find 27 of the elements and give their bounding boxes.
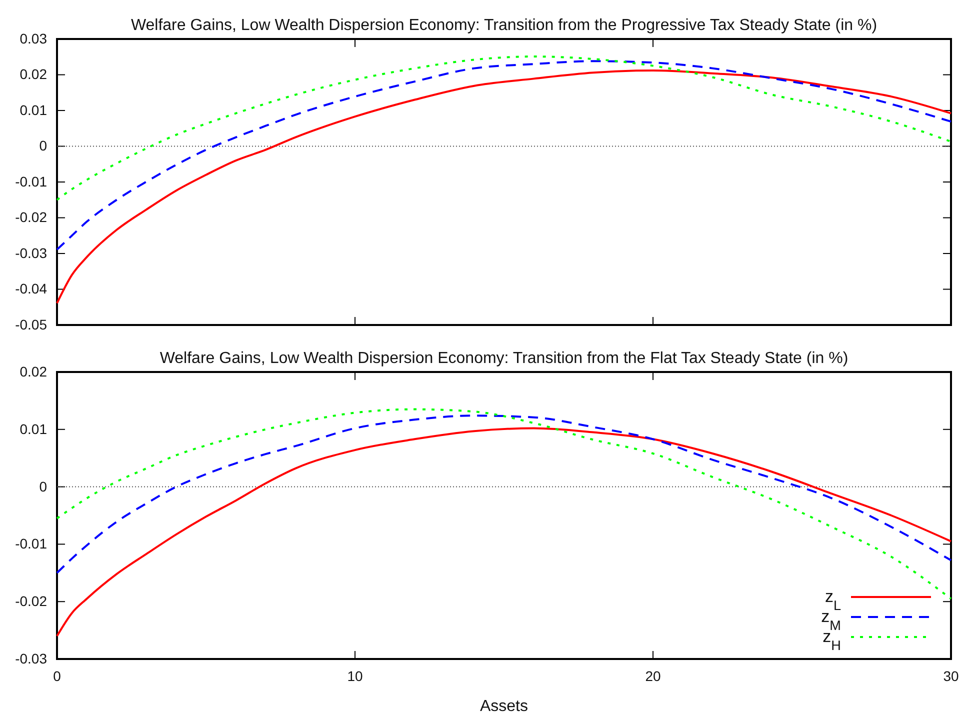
y-tick-label: -0.03 (15, 650, 48, 666)
y-tick-label: -0.04 (15, 280, 48, 297)
y-tick-label: -0.05 (15, 316, 48, 332)
x-tick-label: 0 (53, 668, 62, 684)
y-tick-label: -0.03 (15, 244, 48, 261)
y-tick-label: 0.01 (20, 102, 48, 118)
line-series (56, 60, 952, 251)
x-tick-label: 20 (645, 668, 661, 684)
chart-title: Welfare Gains, Low Wealth Dispersion Economy: Transition from the Flat Tax Steady State (in %) (160, 350, 848, 367)
x-tick-label: 10 (347, 668, 363, 684)
x-axis-title: Assets (480, 698, 528, 713)
y-tick-label: -0.02 (15, 593, 48, 610)
line-series (56, 56, 952, 201)
y-tick-label: -0.01 (15, 536, 48, 552)
line-series (56, 69, 952, 304)
y-tick-label: 0 (39, 138, 48, 154)
y-tick-label: -0.01 (15, 173, 48, 190)
x-tick-label: 30 (943, 668, 959, 684)
y-tick-label: -0.02 (15, 209, 48, 226)
y-tick-label: 0 (39, 478, 48, 494)
line-series (56, 408, 952, 600)
line-series (56, 414, 952, 574)
y-tick-label: 0.02 (20, 66, 48, 82)
y-tick-label: 0.02 (20, 363, 48, 380)
y-tick-label: 0.03 (20, 30, 48, 46)
y-tick-label: 0.01 (20, 420, 48, 437)
chart-title: Welfare Gains, Low Wealth Dispersion Economy: Transition from the Progressive Tax Steady State (in %) (130, 17, 878, 34)
